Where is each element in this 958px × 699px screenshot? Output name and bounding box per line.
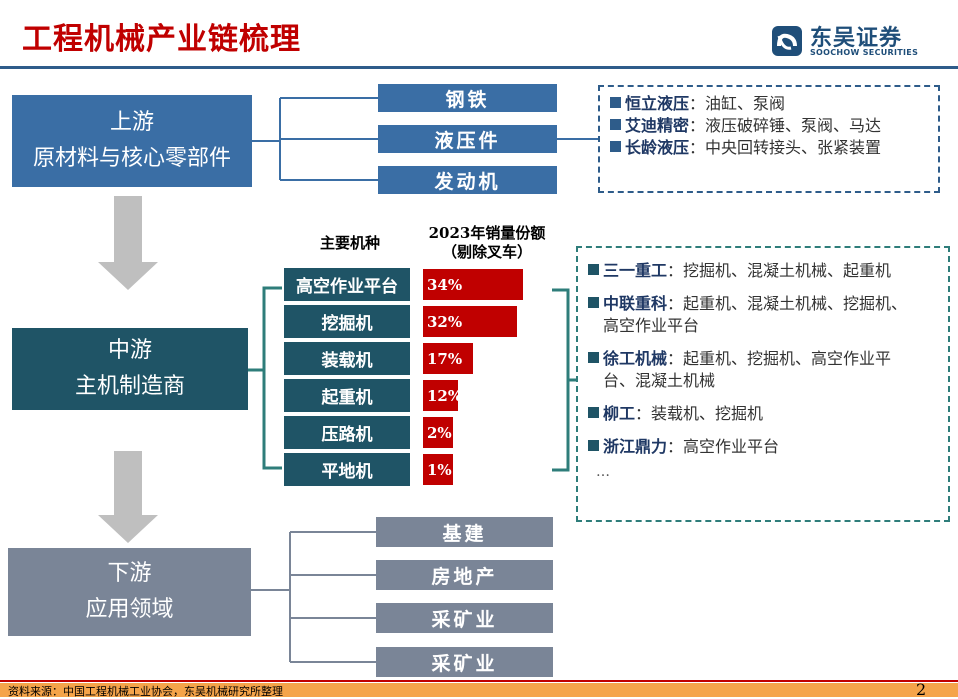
downstream-item: 采矿业 (376, 647, 553, 677)
midstream-company-cont: 台、混凝土机械 (603, 371, 716, 390)
upstream-subtitle: 原材料与核心零部件 (32, 146, 231, 171)
downstream-title: 下游 (107, 561, 152, 586)
upstream-item-steel: 钢铁 (378, 84, 557, 112)
downstream-item: 基建 (376, 517, 553, 547)
flow-arrow-icon (98, 196, 158, 543)
share-bar: 34% (423, 269, 523, 300)
share-bar: 32% (423, 306, 518, 337)
source-note: 资料来源：中国工程机械工业协会，东吴机械研究所整理 (8, 685, 283, 698)
footer-divider (0, 680, 958, 682)
midstream-company: 徐工机械：起重机、挖掘机、高空作业平 (588, 348, 907, 370)
midstream-stage: 中游 主机制造商 (12, 328, 248, 410)
midstream-company: 浙江鼎力：高空作业平台 (588, 436, 907, 458)
machine-type-label: 高空作业平台 (283, 267, 411, 302)
machine-type-label: 压路机 (283, 415, 411, 450)
share-bar: 2% (423, 417, 453, 448)
upstream-company: 艾迪精密：液压破碎锤、泵阀、马达 (610, 115, 881, 137)
soochow-logo-icon (772, 26, 802, 56)
share-bar-label: 2% (427, 423, 452, 442)
machine-type-label: 起重机 (283, 378, 411, 413)
midstream-subtitle: 主机制造商 (74, 374, 185, 399)
upstream-companies-box: 恒立液压：油缸、泵阀 艾迪精密：液压破碎锤、泵阀、马达 长龄液压：中央回转接头、… (598, 85, 940, 193)
upstream-title: 上游 (109, 110, 154, 135)
share-bar-label: 12% (427, 386, 463, 405)
page-number: 2 (916, 680, 927, 699)
midstream-company: 三一重工：挖掘机、混凝土机械、起重机 (588, 260, 907, 282)
midstream-company: 中联重科：起重机、混凝土机械、挖掘机、 (588, 293, 907, 315)
share-bar: 17% (423, 343, 473, 374)
downstream-item: 采矿业 (376, 603, 553, 633)
share-bar-label: 1% (427, 460, 452, 479)
machine-type-label: 挖掘机 (283, 304, 411, 339)
types-header: 主要机种 (319, 234, 380, 252)
machine-type-label: 装载机 (283, 341, 411, 376)
share-bar-label: 32% (427, 312, 463, 331)
downstream-stage: 下游 应用领域 (8, 548, 251, 636)
page-title: 工程机械产业链梳理 (22, 22, 301, 57)
downstream-item: 房地产 (376, 560, 553, 590)
midstream-company-cont: 高空作业平台 (603, 316, 700, 335)
machine-type-label: 平地机 (283, 452, 411, 487)
share-bar: 12% (423, 380, 462, 411)
upstream-company: 长龄液压：中央回转接头、张紧装置 (610, 137, 881, 159)
share-bar-label: 17% (427, 349, 463, 368)
upstream-item-engine: 发动机 (378, 166, 557, 194)
company-logo: 东吴证券 SOOCHOW SECURITIES (770, 20, 940, 64)
midstream-companies-box: 三一重工：挖掘机、混凝土机械、起重机 中联重科：起重机、混凝土机械、挖掘机、 高… (576, 246, 950, 522)
upstream-item-hydraulic: 液压件 (378, 125, 557, 153)
logo-text-en: SOOCHOW SECURITIES (810, 48, 919, 57)
midstream-title: 中游 (107, 338, 152, 363)
more-ellipsis: … (596, 464, 610, 480)
footer-bar (0, 683, 958, 697)
share-bar: 1% (423, 454, 453, 485)
header-divider (0, 66, 958, 69)
downstream-subtitle: 应用领域 (85, 597, 174, 622)
midstream-company: 柳工：装载机、挖掘机 (588, 403, 907, 425)
share-bar-label: 34% (427, 275, 463, 294)
share-header: 2023年销量份额 （剔除叉车） (428, 224, 546, 261)
upstream-stage: 上游 原材料与核心零部件 (12, 95, 252, 187)
logo-text-cn: 东吴证券 (810, 26, 903, 51)
market-share-chart: 高空作业平台 34% 挖掘机 32% 装载机 17% 起重机 12% 压路机 2% 平地机 1% (283, 267, 551, 487)
upstream-company: 恒立液压：油缸、泵阀 (610, 93, 881, 115)
